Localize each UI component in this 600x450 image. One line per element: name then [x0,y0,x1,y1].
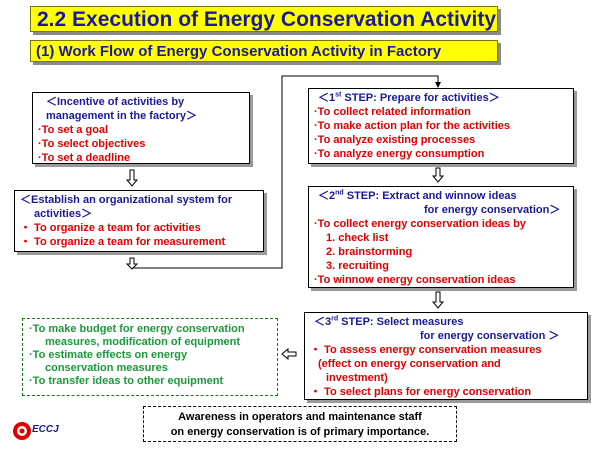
step2-heading: ＜2nd STEP: Extract and winnow ideas [318,189,517,202]
step2-heading-line2: for energy conservation＞ [424,204,561,216]
incentive-item: ·To set a goal [38,124,109,136]
establish-item: ・ To organize a team for activities [20,222,201,234]
arrow-into-step1 [435,82,441,88]
step1-item: ·To make action plan for the activities [314,120,511,132]
incentive-heading-line2: management in the factory＞ [46,110,197,122]
step2-item: ·To collect energy conservation ideas by [314,218,526,230]
step1-item: ·To analyze existing processes [314,134,476,146]
follow-up-item: ·To estimate effects on energy [29,349,188,361]
establish-item: ・ To organize a team for measurement [20,236,226,248]
arrow-down-3 [431,167,445,183]
incentive-item: ·To set a deadline [38,152,131,164]
arrow-down-2 [125,257,139,270]
step3-heading: ＜3rd STEP: Select measures [314,315,464,328]
awareness-note-line1: Awareness in operators and maintenance s… [178,411,422,423]
step3-item-cont: investment) [326,372,388,384]
incentive-heading-line1: ＜Incentive of activities by [46,96,185,108]
arrow-left [281,347,297,361]
step1-item: ·To collect related information [314,106,471,118]
establish-heading-line1: ＜Establish an organizational system for [20,194,233,206]
step2-item: ·To winnow energy conservation ideas [314,274,516,286]
establish-box: ＜Establish an organizational system for … [14,190,264,252]
step3-item-cont: (effect on energy conservation and [318,358,501,370]
incentive-item: ·To select objectives [38,138,146,150]
follow-up-item: ·To make budget for energy conservation [29,323,245,335]
step2-subitem: 2. brainstorming [326,246,413,258]
step2-box: ＜2nd STEP: Extract and winnow ideas for … [308,186,574,288]
step2-subitem: 3. recruiting [326,260,389,272]
logo-text: ECCJ [32,424,59,435]
step2-subitem: 1. check list [326,232,389,244]
awareness-note-line2: on energy conservation is of primary imp… [170,426,430,438]
arrow-down-1 [125,169,139,187]
establish-heading-line2: activities＞ [34,208,93,220]
follow-up-item-cont: conservation measures [45,362,168,374]
step3-box: ＜3rd STEP: Select measures for energy co… [304,312,588,400]
step3-item: ・ To select plans for energy conservatio… [310,386,532,398]
step1-item: ·To analyze energy consumption [314,148,485,160]
eccj-logo-icon [13,422,31,440]
step3-item: ・ To assess energy conservation measures [310,344,542,356]
incentive-box: ＜Incentive of activities by management i… [32,92,250,164]
follow-up-item: ·To transfer ideas to other equipment [29,375,224,387]
follow-up-item-cont: measures, modification of equipment [45,336,240,348]
follow-up-box: ·To make budget for energy conservation … [22,318,278,396]
step1-heading: ＜1st STEP: Prepare for activities＞ [318,91,500,104]
page-title: 2.2 Execution of Energy Conservation Act… [30,6,498,32]
page-subtitle: (1) Work Flow of Energy Conservation Act… [30,40,498,62]
arrow-down-4 [431,291,445,309]
step1-box: ＜1st STEP: Prepare for activities＞ ·To c… [308,88,574,164]
awareness-note: Awareness in operators and maintenance s… [143,406,457,442]
step3-heading-line2: for energy conservation ＞ [420,330,560,342]
